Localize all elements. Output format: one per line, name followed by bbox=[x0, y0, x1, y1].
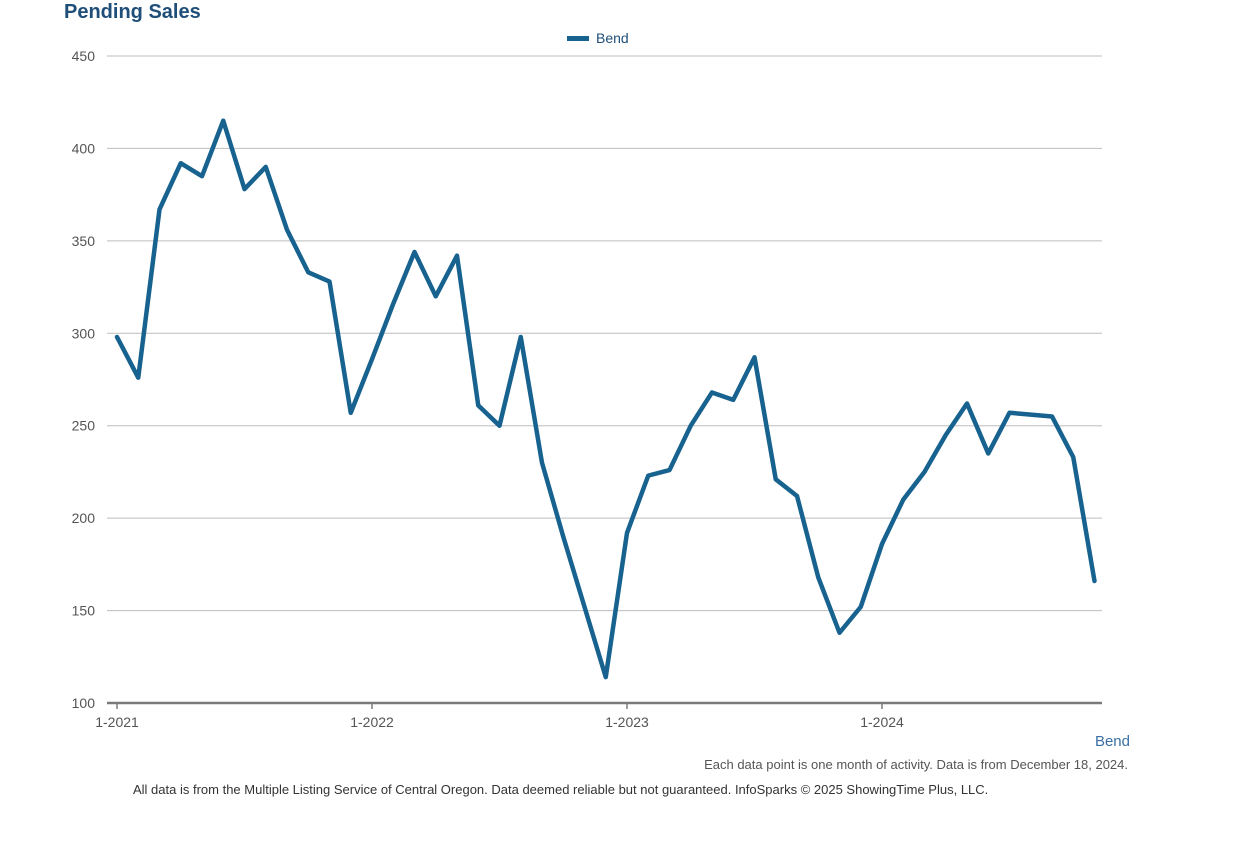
y-tick-label: 300 bbox=[72, 325, 96, 341]
y-tick-label: 400 bbox=[72, 140, 96, 156]
y-tick-label: 250 bbox=[72, 418, 96, 434]
y-tick-label: 200 bbox=[72, 510, 96, 526]
chart-title: Pending Sales bbox=[64, 1, 201, 23]
x-tick-label: 1-2021 bbox=[95, 714, 139, 730]
data-note: Each data point is one month of activity… bbox=[704, 757, 1128, 772]
series-line-bend bbox=[114, 118, 1097, 680]
y-tick-label: 450 bbox=[72, 48, 96, 64]
y-tick-label: 150 bbox=[72, 603, 96, 619]
x-axis-series-label: Bend bbox=[1094, 733, 1130, 750]
x-tick-label: 1-2024 bbox=[860, 714, 904, 730]
x-tick-label: 1-2023 bbox=[605, 714, 649, 730]
legend-label-bend: Bend bbox=[596, 30, 629, 46]
footer-disclaimer: All data is from the Multiple Listing Se… bbox=[133, 782, 989, 797]
legend-swatch-bend bbox=[567, 35, 589, 41]
y-tick-label: 350 bbox=[72, 233, 96, 249]
chart-legend[interactable]: Bend bbox=[567, 30, 629, 46]
y-tick-label: 100 bbox=[72, 695, 96, 711]
x-tick-label: 1-2022 bbox=[350, 714, 394, 730]
